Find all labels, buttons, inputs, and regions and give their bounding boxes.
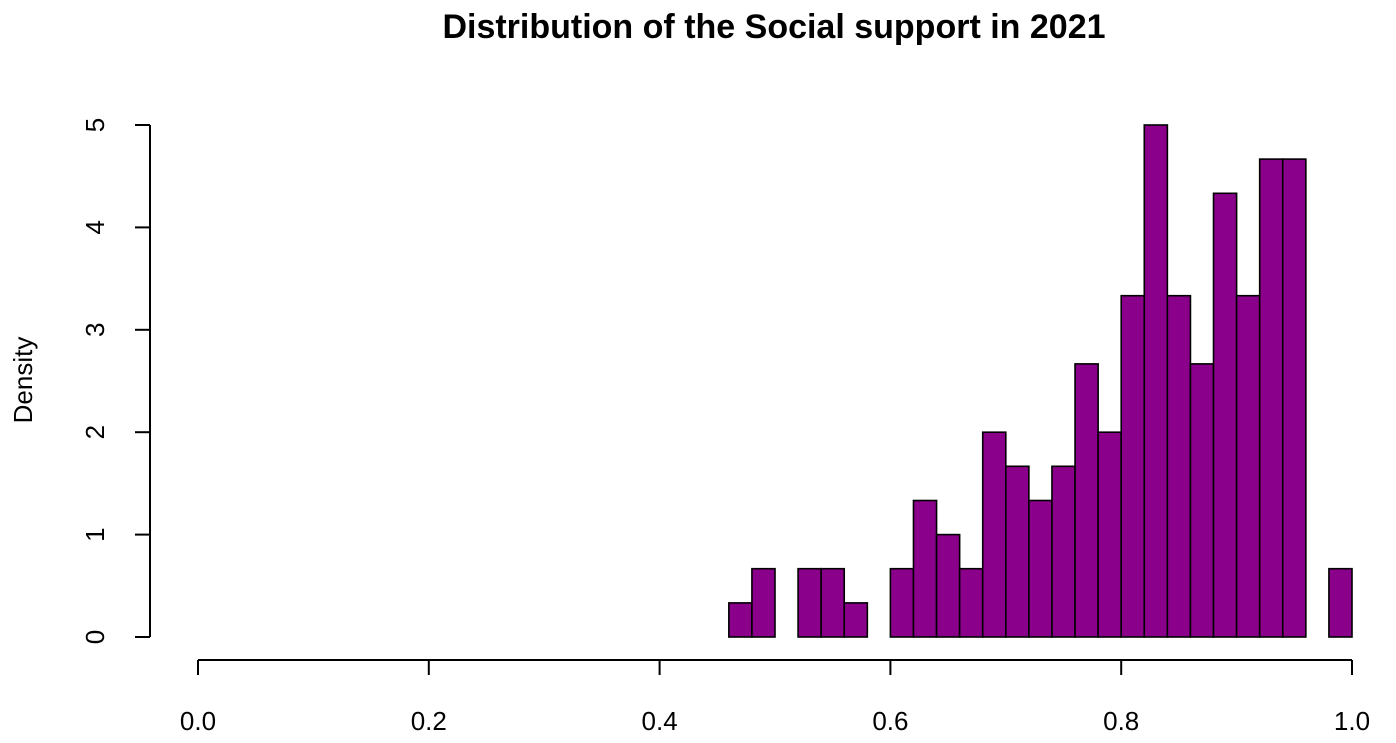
histogram-bar bbox=[843, 602, 869, 638]
histogram-bar bbox=[912, 499, 938, 638]
histogram-bar bbox=[1258, 158, 1284, 638]
histogram-bar bbox=[1143, 124, 1169, 638]
x-tick-label: 0.4 bbox=[642, 706, 678, 736]
histogram-bar bbox=[1212, 192, 1238, 638]
y-tick-label: 3 bbox=[80, 323, 110, 337]
y-tick-label: 2 bbox=[80, 425, 110, 439]
histogram-bar bbox=[1028, 499, 1053, 638]
x-axis: 0.0 0.2 0.4 0.6 0.8 1.0 bbox=[180, 659, 1370, 736]
histogram-bar bbox=[1074, 363, 1099, 638]
y-axis-label: Density bbox=[8, 337, 38, 424]
histogram-bar bbox=[1097, 431, 1122, 638]
histogram-bar bbox=[1004, 465, 1030, 638]
histogram-bar bbox=[889, 567, 915, 638]
histogram-bar bbox=[1051, 465, 1076, 638]
x-tick-label: 0.6 bbox=[872, 706, 908, 736]
x-tick-label: 0.2 bbox=[411, 706, 447, 736]
histogram-bar bbox=[1235, 294, 1261, 638]
histogram-bar bbox=[728, 602, 753, 638]
y-tick-label: 4 bbox=[80, 220, 110, 234]
x-tick-label: 1.0 bbox=[1334, 706, 1370, 736]
y-tick-label: 1 bbox=[80, 527, 110, 541]
histogram-bar bbox=[1281, 158, 1307, 638]
histogram-bar bbox=[1166, 294, 1192, 638]
histogram-bar bbox=[1328, 567, 1353, 638]
histogram-bar bbox=[1189, 363, 1215, 638]
y-tick-label: 5 bbox=[80, 118, 110, 132]
chart-title: Distribution of the Social support in 20… bbox=[442, 8, 1105, 46]
histogram-bar bbox=[751, 567, 776, 638]
histogram-bar bbox=[797, 567, 822, 638]
histogram-bar bbox=[1120, 294, 1146, 638]
histogram-bar bbox=[958, 567, 984, 638]
y-axis: 0 1 2 3 4 5 bbox=[80, 118, 151, 644]
bars-layer bbox=[728, 124, 1353, 638]
histogram-bar bbox=[935, 533, 961, 638]
histogram-bar bbox=[981, 431, 1007, 638]
y-tick-label: 0 bbox=[80, 630, 110, 644]
histogram-bar bbox=[820, 567, 846, 638]
x-tick-label: 0.8 bbox=[1103, 706, 1139, 736]
x-tick-label: 0.0 bbox=[180, 706, 216, 736]
